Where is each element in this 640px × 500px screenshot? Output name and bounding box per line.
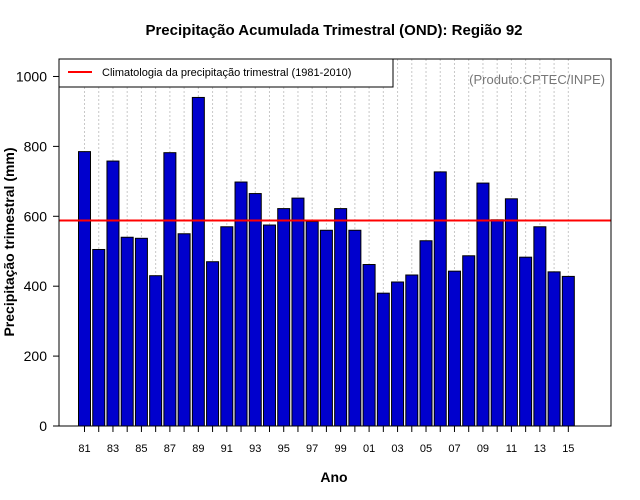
x-tick-label: 11 — [506, 443, 517, 455]
x-tick-label: 81 — [78, 443, 90, 455]
bar-1990 — [206, 261, 220, 427]
bar-2010 — [490, 219, 504, 427]
bar-1994 — [262, 224, 276, 427]
bar-1981 — [78, 151, 91, 427]
bar-1984 — [120, 236, 134, 427]
y-tick-label: 200 — [24, 348, 48, 364]
y-axis: 0 200 400 600 800 1000 — [16, 68, 60, 434]
bar-2004 — [405, 274, 419, 427]
x-tick-label: 93 — [249, 443, 261, 455]
y-tick-label: 1000 — [16, 68, 47, 84]
x-tick-label: 03 — [391, 443, 403, 455]
x-tick-label: 97 — [306, 443, 318, 455]
x-tick-label: 91 — [221, 443, 233, 455]
bar-1983 — [106, 160, 120, 427]
bar-2005 — [419, 240, 433, 427]
y-tick-label: 0 — [39, 418, 47, 434]
x-tick-label: 13 — [534, 443, 546, 455]
bar-2003 — [391, 281, 405, 427]
bar-1995 — [277, 208, 291, 427]
bar-2006 — [433, 171, 447, 427]
bar-2000 — [348, 229, 362, 427]
bar-1998 — [319, 229, 333, 427]
y-tick-label: 400 — [24, 278, 48, 294]
x-tick-label: 01 — [363, 443, 375, 455]
bar-2012 — [519, 256, 533, 427]
x-tick-label: 83 — [107, 443, 119, 455]
bar-2001 — [362, 264, 376, 427]
bar-1992 — [234, 181, 248, 427]
x-tick-label: 87 — [164, 443, 176, 455]
x-tick-label: 09 — [477, 443, 489, 455]
y-axis-label: Precipitação trimestral (mm) — [1, 147, 17, 336]
x-axis-label: Ano — [320, 469, 347, 485]
x-tick-label: 89 — [192, 443, 204, 455]
bar-1991 — [220, 226, 234, 427]
bar-2014 — [547, 271, 561, 427]
x-axis: 81 83 85 87 89 91 93 95 97 99 01 03 05 07 09 11 13 15 — [78, 426, 574, 455]
bar-series — [78, 96, 575, 427]
bar-1986 — [149, 275, 163, 427]
x-tick-label: 05 — [420, 443, 432, 455]
y-tick-label: 600 — [24, 208, 48, 224]
legend-label: Climatologia da precipitação trimestral … — [102, 67, 351, 79]
bar-1999 — [334, 208, 348, 427]
bar-1997 — [305, 221, 319, 427]
bar-2015 — [561, 275, 575, 427]
bar-1987 — [163, 152, 177, 427]
bar-1982 — [92, 248, 106, 427]
bar-1989 — [191, 96, 205, 427]
bar-2002 — [376, 292, 390, 427]
x-tick-label: 85 — [135, 443, 147, 455]
x-tick-label: 95 — [278, 443, 290, 455]
bar-2008 — [462, 255, 476, 427]
legend: Climatologia da precipitação trimestral … — [58, 58, 394, 88]
bar-1993 — [248, 193, 262, 427]
x-tick-label: 99 — [335, 443, 347, 455]
x-tick-label: 15 — [562, 443, 574, 455]
bar-1988 — [177, 233, 191, 427]
bar-2011 — [504, 198, 518, 427]
chart-title: Precipitação Acumulada Trimestral (OND):… — [145, 22, 522, 39]
legend-box — [58, 58, 394, 88]
bar-1985 — [134, 237, 148, 427]
bar-2013 — [533, 226, 547, 427]
bar-2007 — [447, 270, 461, 427]
product-credit: (Produto:CPTEC/INPE) — [469, 72, 605, 87]
x-tick-label: 07 — [448, 443, 460, 455]
y-tick-label: 800 — [24, 138, 48, 154]
bar-1996 — [291, 197, 305, 427]
